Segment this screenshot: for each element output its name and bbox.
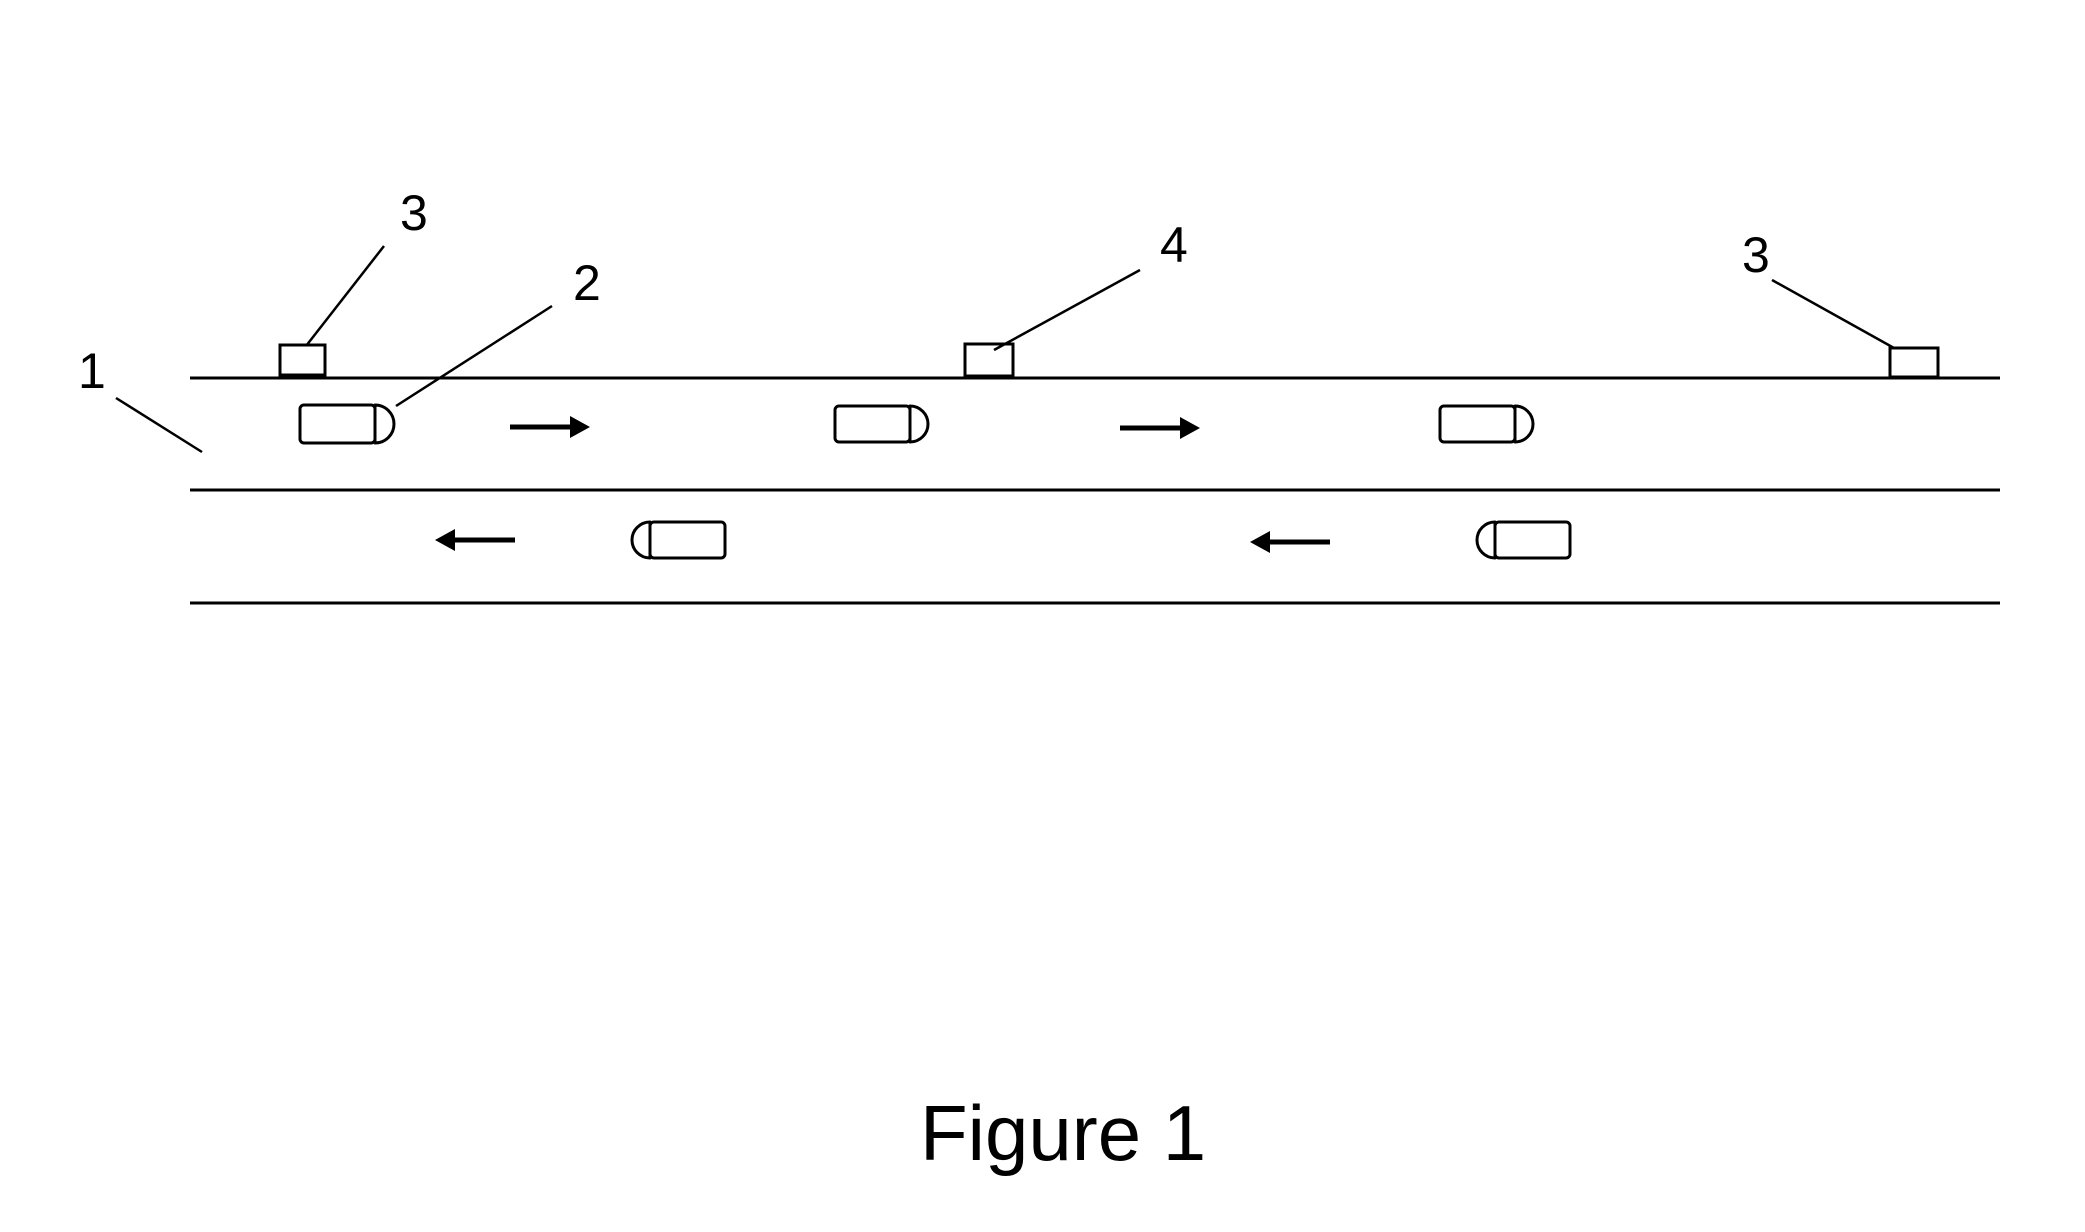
direction-arrow <box>1120 417 1200 439</box>
figure-caption: Figure 1 <box>920 1089 1206 1177</box>
sensors <box>280 344 1938 377</box>
sensor-left <box>280 345 325 375</box>
sensor-middle <box>965 344 1013 376</box>
vehicle-right <box>300 405 394 443</box>
vehicle-right <box>835 406 928 442</box>
callout-label: 4 <box>1160 217 1188 273</box>
callout-label: 2 <box>573 255 601 311</box>
vehicle-left <box>632 522 725 558</box>
sensor-right <box>1890 348 1938 377</box>
vehicle-left <box>1477 522 1570 558</box>
direction-arrow <box>435 529 515 551</box>
callout-3: 3 <box>306 185 428 346</box>
callout-3: 3 <box>1742 227 1894 348</box>
callout-1: 1 <box>78 343 202 452</box>
callout-label: 1 <box>78 343 106 399</box>
direction-arrow <box>1250 531 1330 553</box>
vehicles <box>300 405 1570 558</box>
callout-4: 4 <box>994 217 1188 350</box>
road <box>190 378 2000 603</box>
callout-2: 2 <box>396 255 601 406</box>
vehicle-right <box>1440 406 1533 442</box>
callout-label: 3 <box>400 185 428 241</box>
direction-arrow <box>510 416 590 438</box>
callout-label: 3 <box>1742 227 1770 283</box>
